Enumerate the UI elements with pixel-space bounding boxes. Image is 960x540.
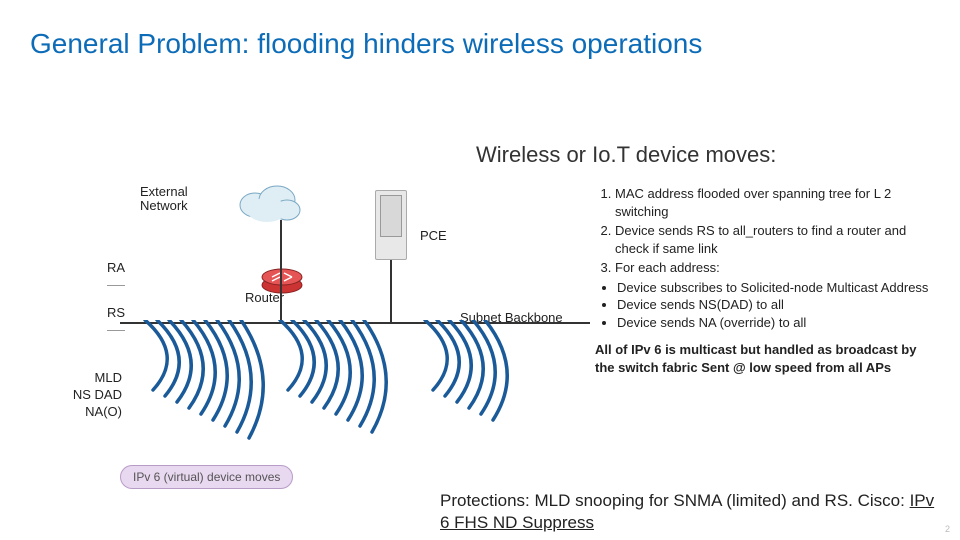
footer-text: Protections: MLD snooping for SNMA (limi… bbox=[440, 491, 910, 510]
page-number: 2 bbox=[945, 524, 950, 534]
list-item: Device sends NS(DAD) to all bbox=[617, 296, 935, 314]
ra-label: RA bbox=[85, 260, 125, 294]
numbered-steps: MAC address flooded over spanning tree f… bbox=[595, 185, 935, 277]
cloud-icon bbox=[235, 180, 305, 225]
pce-label: PCE bbox=[420, 228, 447, 243]
link-line bbox=[280, 220, 282, 322]
slide-subtitle: Wireless or Io.T device moves: bbox=[476, 142, 776, 168]
bullet-substeps: Device subscribes to Solicited-node Mult… bbox=[595, 279, 935, 332]
right-explanation: MAC address flooded over spanning tree f… bbox=[595, 185, 935, 376]
list-item: Device sends NA (override) to all bbox=[617, 314, 935, 332]
link-line bbox=[390, 260, 392, 322]
list-item: For each address: bbox=[615, 259, 935, 277]
router-label: Router bbox=[245, 290, 284, 305]
slide-title: General Problem: flooding hinders wirele… bbox=[30, 28, 702, 60]
mld-label: MLD NS DAD NA(O) bbox=[52, 370, 122, 421]
broadcast-arcs bbox=[130, 320, 570, 450]
external-network-label: External Network bbox=[140, 185, 188, 214]
pce-server-icon bbox=[375, 190, 407, 260]
network-diagram: External Network PCE Router Subnet Backb… bbox=[130, 180, 570, 490]
footer-protections: Protections: MLD snooping for SNMA (limi… bbox=[440, 490, 940, 534]
list-item: Device subscribes to Solicited-node Mult… bbox=[617, 279, 935, 297]
rs-label: RS bbox=[85, 305, 125, 339]
list-item: Device sends RS to all_routers to find a… bbox=[615, 222, 935, 257]
device-moves-caption: IPv 6 (virtual) device moves bbox=[120, 465, 293, 489]
summary-paragraph: All of IPv 6 is multicast but handled as… bbox=[595, 341, 935, 376]
list-item: MAC address flooded over spanning tree f… bbox=[615, 185, 935, 220]
